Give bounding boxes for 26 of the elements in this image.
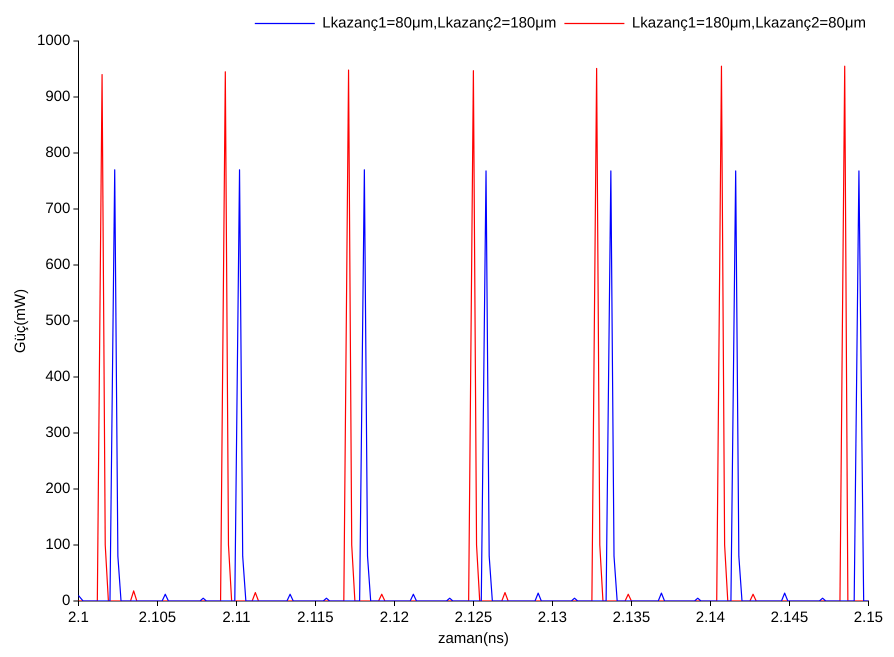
x-tick-label: 2.125 <box>454 609 492 626</box>
x-tick-label: 2.13 <box>538 609 567 626</box>
x-tick-label: 2.115 <box>297 609 334 626</box>
y-tick-label: 1000 <box>36 32 70 50</box>
x-tick-label: 2.12 <box>380 609 409 626</box>
y-tick-label: 900 <box>45 88 70 106</box>
x-axis-title: zaman(ns) <box>438 630 509 648</box>
legend-label: Lkazanç1=180μm,Lkazanç2=80μm <box>632 14 866 32</box>
x-tick-label: 2.15 <box>854 609 884 626</box>
x-tick-label: 2.145 <box>770 609 808 626</box>
y-axis-title: Güç(mW) <box>12 288 30 354</box>
legend-label: Lkazanç1=80μm,Lkazanç2=180μm <box>322 14 556 32</box>
y-tick-label: 300 <box>45 424 70 442</box>
x-tick-label: 2.1 <box>68 609 89 626</box>
y-tick-label: 0 <box>62 592 70 610</box>
x-tick-label: 2.105 <box>138 609 176 626</box>
x-tick-label: 2.135 <box>612 609 650 626</box>
y-tick-label: 600 <box>45 256 70 274</box>
y-tick-label: 700 <box>45 200 70 218</box>
y-tick-label: 200 <box>45 480 70 498</box>
y-tick-label: 800 <box>45 144 70 162</box>
x-tick-label: 2.11 <box>222 609 250 626</box>
y-tick-label: 500 <box>45 312 70 330</box>
y-tick-label: 100 <box>45 536 70 554</box>
y-tick-label: 400 <box>45 368 70 386</box>
x-tick-label: 2.14 <box>696 609 725 626</box>
